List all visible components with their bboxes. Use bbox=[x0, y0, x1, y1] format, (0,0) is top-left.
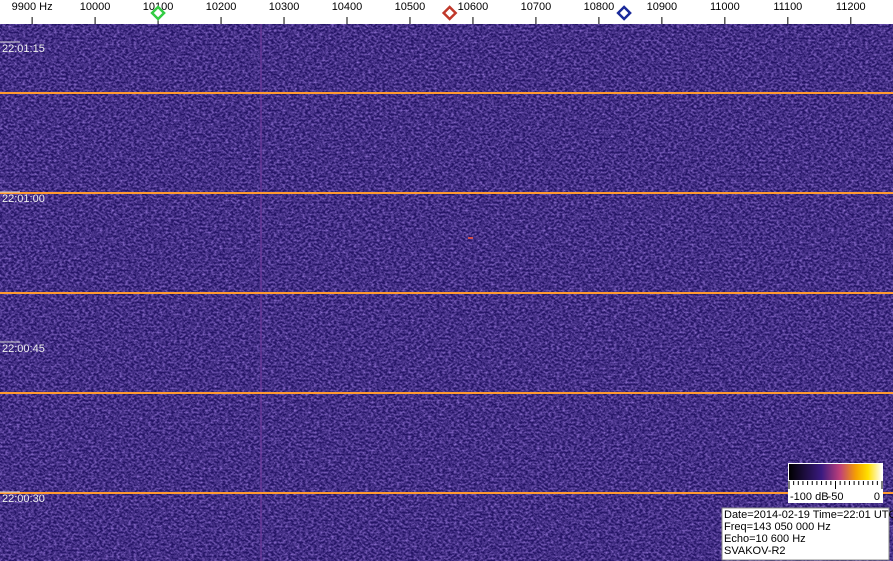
info-line: Date=2014-02-19 Time=22:01 UTC bbox=[724, 509, 893, 521]
x-tick-label: 10400 bbox=[332, 1, 363, 13]
x-tick-label: 10600 bbox=[458, 1, 489, 13]
time-label: 22:01:15 bbox=[2, 43, 45, 55]
colorbar-label: -50 bbox=[828, 491, 844, 503]
info-line: Freq=143 050 000 Hz bbox=[724, 521, 831, 533]
frequency-marker bbox=[616, 5, 632, 21]
x-tick-label: 11100 bbox=[773, 1, 802, 13]
x-tick-label: 10700 bbox=[521, 1, 552, 13]
info-box bbox=[721, 507, 890, 561]
x-tick-label: 10500 bbox=[395, 1, 426, 13]
echo-trace bbox=[468, 237, 473, 239]
x-tick-label: 10200 bbox=[206, 1, 237, 13]
x-tick-label: 10900 bbox=[647, 1, 678, 13]
frequency-marker bbox=[150, 5, 166, 21]
info-line: SVAKOV-R2 bbox=[724, 545, 786, 557]
x-tick-label: 10000 bbox=[80, 1, 111, 13]
time-label: 22:01:00 bbox=[2, 193, 45, 205]
x-tick-label: 9900 Hz bbox=[12, 1, 53, 13]
frequency-marker bbox=[441, 5, 458, 21]
time-lines bbox=[0, 92, 893, 494]
info-line: Echo=10 600 Hz bbox=[724, 533, 806, 545]
x-tick-label: 11000 bbox=[710, 1, 740, 13]
time-label: 22:00:45 bbox=[2, 343, 45, 355]
colorbar-label: -100 dB bbox=[790, 491, 829, 503]
x-tick-label: 11200 bbox=[836, 1, 866, 13]
x-tick-label: 10800 bbox=[584, 1, 615, 13]
x-tick-label: 10300 bbox=[269, 1, 300, 13]
time-label: 22:00:30 bbox=[2, 493, 45, 505]
colorbar bbox=[789, 464, 882, 480]
colorbar-label: 0 bbox=[874, 491, 880, 503]
